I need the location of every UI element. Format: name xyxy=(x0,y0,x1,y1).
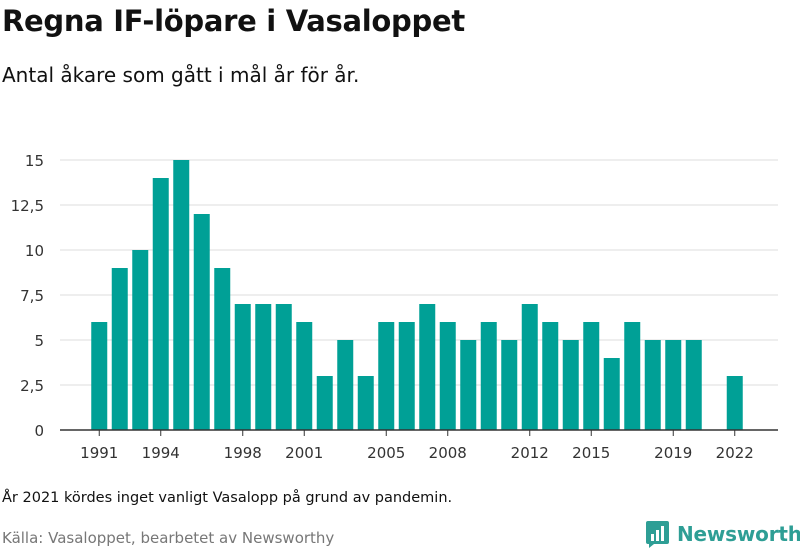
bar-2019 xyxy=(665,340,682,430)
bar-2020 xyxy=(685,340,702,430)
x-tick-label: 1994 xyxy=(142,444,180,462)
bar-2014 xyxy=(562,340,579,430)
chart-title: Regna IF-löpare i Vasaloppet xyxy=(2,4,465,38)
bar-1991 xyxy=(91,322,108,430)
bar-1999 xyxy=(255,304,272,430)
y-tick-label: 12,5 xyxy=(11,197,44,215)
bar-2010 xyxy=(480,322,497,430)
x-tick-label: 2012 xyxy=(511,444,549,462)
bar-2004 xyxy=(357,376,374,430)
bar-2022 xyxy=(726,376,743,430)
bar-2008 xyxy=(439,322,456,430)
bar-1996 xyxy=(193,214,210,430)
x-tick-label: 2019 xyxy=(654,444,692,462)
bar-2018 xyxy=(644,340,661,430)
bar-2013 xyxy=(542,322,559,430)
bar-2017 xyxy=(624,322,641,430)
y-tick-label: 10 xyxy=(25,242,44,260)
x-tick-label: 2005 xyxy=(367,444,405,462)
bar-2012 xyxy=(521,304,538,430)
y-tick-label: 2,5 xyxy=(20,377,44,395)
x-tick-label: 2008 xyxy=(429,444,467,462)
x-tick-label: 2022 xyxy=(716,444,754,462)
bar-2015 xyxy=(583,322,600,430)
y-tick-label: 15 xyxy=(25,152,44,170)
y-tick-label: 0 xyxy=(34,422,44,440)
bar-2002 xyxy=(316,376,333,430)
bar-2005 xyxy=(378,322,395,430)
source-credit: Källa: Vasaloppet, bearbetet av Newswort… xyxy=(2,529,335,547)
x-axis: 1991 1994 1998 2001 2005 2008 2012 2015 2019 2022 xyxy=(60,429,778,462)
y-tick-label: 7,5 xyxy=(20,287,44,305)
bar-1998 xyxy=(234,304,251,430)
y-axis-ticks: 0 2,5 5 7,5 10 12,5 15 xyxy=(11,152,44,440)
bars xyxy=(91,160,743,430)
bar-2003 xyxy=(337,340,354,430)
bar-2007 xyxy=(419,304,436,430)
bar-2011 xyxy=(501,340,518,430)
bar-2009 xyxy=(460,340,477,430)
bar-2016 xyxy=(603,358,620,430)
x-tick-label: 1991 xyxy=(80,444,118,462)
bar-1997 xyxy=(214,268,231,430)
x-tick-label: 2015 xyxy=(572,444,610,462)
newsworthy-logo-icon xyxy=(646,520,669,548)
bar-1995 xyxy=(173,160,190,430)
newsworthy-wordmark: Newsworthy xyxy=(677,522,800,546)
chart-note: År 2021 kördes inget vanligt Vasalopp på… xyxy=(2,490,453,506)
x-tick-label: 1998 xyxy=(224,444,262,462)
bar-1994 xyxy=(152,178,169,430)
bar-2000 xyxy=(275,304,292,430)
bar-2006 xyxy=(398,322,415,430)
newsworthy-brand: Newsworthy xyxy=(644,519,800,549)
bar-1993 xyxy=(132,250,149,430)
chart-subtitle: Antal åkare som gått i mål år för år. xyxy=(2,63,360,87)
y-tick-label: 5 xyxy=(34,332,44,350)
bar-chart: 0 2,5 5 7,5 10 12,5 15 1991 1994 1998 2001 2005 200… xyxy=(11,152,778,462)
bar-1992 xyxy=(111,268,128,430)
x-tick-label: 2001 xyxy=(285,444,323,462)
bar-2001 xyxy=(296,322,313,430)
